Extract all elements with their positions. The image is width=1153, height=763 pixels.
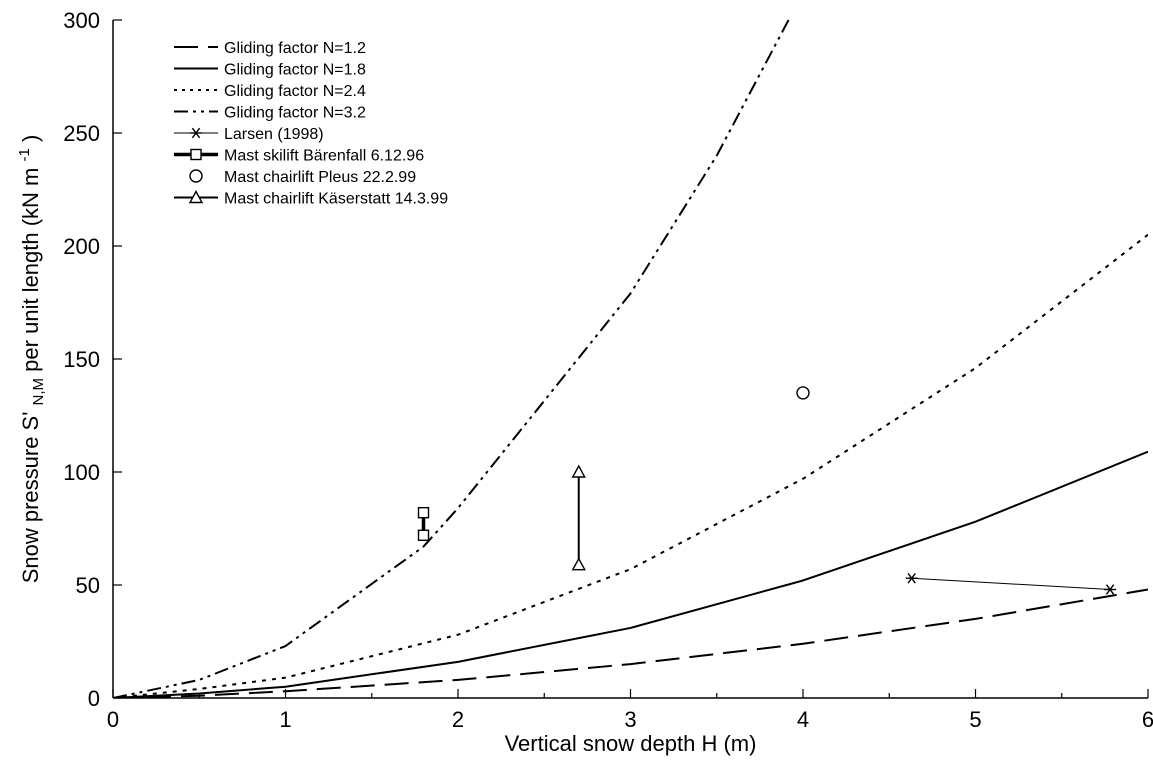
- legend-entry: Gliding factor N=1.2: [174, 40, 366, 57]
- x-tick-label: 1: [279, 707, 291, 732]
- data-point-marker: [417, 506, 430, 519]
- series-gliding-factor-n-1-8: [113, 450, 1148, 698]
- legend-entry: Gliding factor N=3.2: [174, 105, 366, 122]
- series-gliding-factor-n-3-2: [113, 18, 791, 698]
- legend-entry: Mast chairlift Pleus 22.2.99: [189, 169, 416, 186]
- data-point-marker: [1104, 584, 1117, 595]
- x-tick-label: 4: [797, 707, 809, 732]
- y-tick-label: 100: [63, 460, 100, 485]
- y-tick-label: 150: [63, 347, 100, 372]
- axes: 0 1 2 3 4 5 6 0 50 100 150 200 250 300: [63, 8, 1153, 732]
- legend-entry: Mast chairlift Käserstatt 14.3.99: [174, 190, 448, 208]
- series-gliding-factor-n-1-2: [113, 588, 1148, 698]
- legend-label: Gliding factor N=3.2: [224, 105, 366, 122]
- x-tick-label: 6: [1142, 707, 1153, 732]
- x-tick-label: 0: [107, 707, 119, 732]
- y-tick-label: 50: [76, 573, 100, 598]
- legend-entry: Mast skilift Bärenfall 6.12.96: [174, 148, 424, 165]
- series-layer: [113, 18, 1148, 698]
- legend-label: Larsen (1998): [224, 126, 324, 143]
- y-axis-title-superscript: -1: [16, 148, 33, 161]
- series-mast-chairlift-k-serstatt-14-3-99: [571, 464, 586, 571]
- data-point-marker-stroke: [907, 572, 916, 584]
- y-axis-title-suffix: ): [18, 135, 43, 142]
- x-tick-label: 3: [624, 707, 636, 732]
- legend-marker: [190, 127, 202, 139]
- series-line: [113, 588, 1148, 698]
- data-point-marker: [571, 464, 586, 478]
- legend-label: Gliding factor N=1.2: [224, 40, 366, 57]
- data-point-marker: [571, 557, 586, 571]
- series-mast-skilift-b-renfall-6-12-96: [417, 506, 430, 541]
- legend-marker-stroke: [191, 127, 201, 139]
- series-line: [113, 18, 791, 698]
- legend-label: Mast chairlift Käserstatt 14.3.99: [224, 191, 448, 208]
- data-point-marker: [417, 529, 430, 541]
- y-tick-label: 250: [63, 121, 100, 146]
- series-gliding-factor-n-2-4: [113, 233, 1148, 698]
- x-tick-label: 5: [969, 707, 981, 732]
- legend-entry: Gliding factor N=2.4: [174, 83, 366, 100]
- series-larsen-1998: [905, 572, 1117, 595]
- legend-marker: [190, 148, 202, 161]
- legend-marker: [189, 169, 203, 183]
- legend-entry: Gliding factor N=1.8: [174, 62, 366, 79]
- data-point-marker: [905, 572, 918, 584]
- series-line: [113, 233, 1148, 698]
- y-axis-title-prefix: Snow pressure S': [18, 412, 43, 584]
- y-tick-label: 0: [88, 686, 100, 711]
- series-line: [113, 450, 1148, 698]
- y-tick-label: 300: [63, 8, 100, 33]
- legend-marker: [188, 190, 204, 204]
- data-point-marker-stroke: [1105, 584, 1115, 595]
- plot-area: [113, 18, 1148, 698]
- y-axis-title-subscript: N,M: [30, 378, 47, 406]
- y-axis-title-middle: per unit length (kN m: [18, 168, 43, 372]
- legend-label: Gliding factor N=1.8: [224, 62, 366, 79]
- x-axis-title: Vertical snow depth H (m): [505, 731, 757, 756]
- data-point-marker: [796, 386, 810, 400]
- legend: Gliding factor N=1.2 Gliding factor N=1.8…: [174, 40, 448, 208]
- y-axis-title: Snow pressure S' N,M per unit length (kN…: [9, 135, 48, 584]
- legend-label: Mast skilift Bärenfall 6.12.96: [224, 148, 424, 165]
- legend-entry: Larsen (1998): [174, 126, 324, 143]
- legend-label: Gliding factor N=2.4: [224, 83, 366, 100]
- legend-label: Mast chairlift Pleus 22.2.99: [224, 169, 416, 186]
- series-line: [911, 577, 1111, 591]
- series-mast-chairlift-pleus-22-2-99: [796, 386, 810, 400]
- y-tick-label: 200: [63, 234, 100, 259]
- x-tick-label: 2: [452, 707, 464, 732]
